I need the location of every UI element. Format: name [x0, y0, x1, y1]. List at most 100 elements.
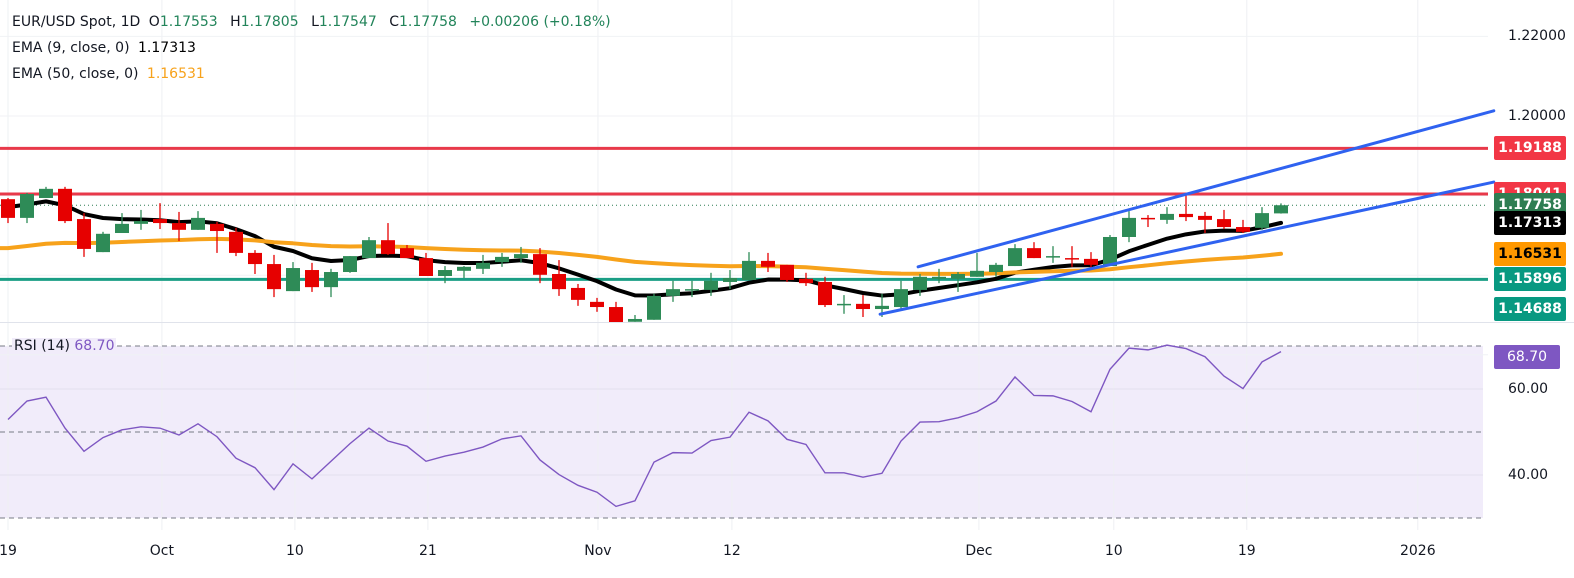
candle-down [419, 258, 433, 276]
candle-up [115, 223, 129, 234]
ema9-label: EMA (9, close, 0) [12, 40, 130, 56]
symbol-label: EUR/USD Spot, 1D [12, 14, 141, 30]
ema9-legend: EMA (9, close, 0) 1.17313 [12, 39, 200, 57]
candle-down [780, 264, 794, 280]
candle-down [77, 219, 91, 249]
candle-up [951, 274, 965, 279]
candle-up [723, 277, 737, 282]
ema9-value: 1.17313 [138, 40, 196, 56]
candle-down [305, 270, 319, 288]
price-tag: 1.19188 [1494, 136, 1566, 161]
candle-up [362, 240, 376, 259]
rsi-label: RSI (14) [14, 338, 70, 354]
x-axis-label: Nov [584, 543, 612, 559]
rsi-legend: RSI (14) 68.70 [12, 338, 117, 354]
candle-up [39, 188, 53, 198]
candle-down [1065, 258, 1079, 260]
candle-down [533, 254, 547, 275]
ema50-label: EMA (50, close, 0) [12, 66, 139, 82]
candle-down [381, 240, 395, 255]
x-axis-label: 12 [722, 543, 741, 559]
x-axis-label: 10 [285, 543, 304, 559]
candle-up [875, 305, 889, 310]
rsi-axis-label: 40.00 [1508, 467, 1549, 483]
trendline [878, 180, 1496, 316]
low-label: L [311, 14, 319, 30]
price-tag: 1.16531 [1494, 242, 1566, 267]
candle-up [666, 289, 680, 296]
candle-down [1027, 248, 1041, 259]
candle-up [837, 303, 851, 306]
rsi-value: 68.70 [74, 338, 115, 354]
candle-down [761, 260, 775, 267]
candle-up [1046, 256, 1060, 258]
candle-up [1008, 248, 1022, 267]
candle-down [799, 278, 813, 284]
close-value: 1.17758 [399, 14, 457, 30]
ohlc-legend: EUR/USD Spot, 1D O1.17553 H1.17805 L1.17… [12, 13, 615, 31]
rsi-value-tag: 68.70 [1494, 344, 1560, 369]
candle-down [153, 219, 167, 224]
price-tag: 1.15896 [1494, 267, 1566, 292]
candle-up [438, 270, 452, 276]
x-axis-label: Oct [149, 543, 174, 559]
candle-up [742, 260, 756, 280]
trendline [916, 109, 1496, 269]
candle-up [989, 264, 1003, 273]
candle-down [590, 301, 604, 308]
candle-down [1084, 258, 1098, 265]
x-axis-label: Dec [965, 543, 993, 559]
candle-up [96, 233, 110, 253]
x-axis-label: 2026 [1399, 543, 1436, 559]
change-value: +0.00206 (+0.18%) [469, 14, 611, 30]
ema-50-line [0, 236, 1283, 276]
candle-down [856, 303, 870, 310]
low-value: 1.17547 [318, 14, 377, 30]
high-label: H [230, 14, 241, 30]
open-label: O [148, 14, 160, 30]
candle-up [932, 276, 946, 279]
candle-down [818, 281, 832, 306]
candle-up [1103, 236, 1117, 267]
candle-down [1217, 219, 1231, 228]
candle-down [609, 307, 623, 322]
candle-down [172, 223, 186, 230]
candle-up [457, 266, 471, 271]
candle-down [552, 274, 566, 290]
candle-up [495, 256, 509, 263]
candle-up [704, 280, 718, 290]
rsi-axis-label: 60.00 [1508, 381, 1549, 397]
candle-up [913, 276, 927, 290]
candle-up [514, 254, 528, 259]
candle-up [1160, 213, 1174, 220]
candle-up [191, 217, 205, 230]
candle-down [210, 223, 224, 232]
candle-down [1, 199, 15, 218]
candle-down [400, 248, 414, 259]
candle-down [248, 252, 262, 265]
candle-up [476, 262, 490, 269]
candle-down [1236, 227, 1250, 232]
ema50-value: 1.16531 [146, 66, 205, 82]
x-axis-label: 19 [1237, 543, 1256, 559]
x-axis-label: 19 [0, 543, 17, 559]
candle-down [1179, 213, 1193, 218]
candle-down [1141, 217, 1155, 220]
candle-up [343, 256, 357, 273]
candle-down [229, 231, 243, 253]
candle-up [286, 268, 300, 292]
high-value: 1.17805 [240, 14, 299, 30]
price-axis-label: 1.22000 [1508, 28, 1566, 45]
candle-up [647, 295, 661, 320]
price-tag: 1.14688 [1494, 297, 1566, 321]
candle-up [324, 272, 338, 288]
candle-down [267, 264, 281, 290]
candle-up [970, 270, 984, 277]
candle-down [58, 188, 72, 222]
rsi-line [7, 344, 1282, 508]
candle-down [1198, 215, 1212, 220]
x-axis-label: 21 [418, 543, 437, 559]
ema50-legend: EMA (50, close, 0) 1.16531 [12, 65, 209, 83]
candle-down [571, 287, 585, 300]
